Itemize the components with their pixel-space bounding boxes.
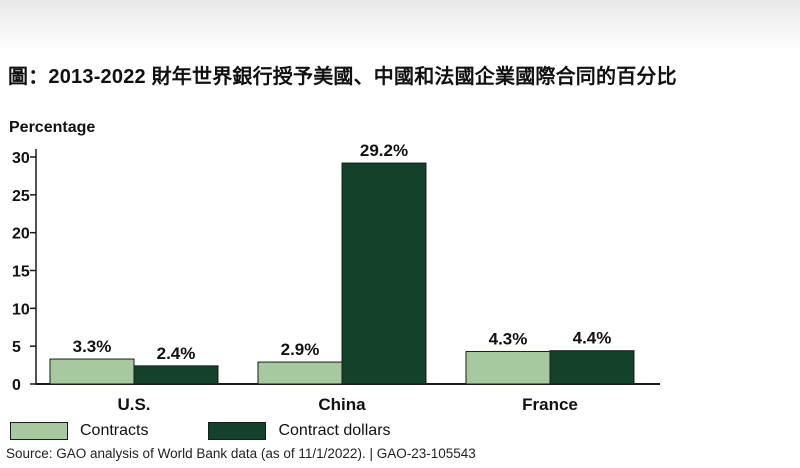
legend-label-contract-dollars: Contract dollars [278, 422, 391, 439]
y-tick-label-6: 30 [12, 150, 30, 167]
y-tick-label-5: 25 [12, 188, 30, 205]
legend: Contracts Contract dollars [10, 420, 451, 442]
legend-label-contracts: Contracts [80, 422, 149, 439]
y-tick-label-2: 10 [12, 301, 30, 318]
bar-contracts-china [257, 361, 343, 385]
data-label-contracts-france: 4.3% [489, 329, 528, 348]
y-tick-label-1: 5 [12, 339, 21, 356]
y-axis-label: Percentage [9, 119, 96, 136]
top-background-band [0, 0, 800, 50]
chart-title: 圖：2013-2022 財年世界銀行授予美國、中國和法國企業國際合同的百分比 [8, 66, 677, 88]
y-tick-label-3: 15 [12, 264, 30, 281]
data-label-contract-dollars-china: 29.2% [360, 141, 408, 160]
data-label-contract-dollars-france: 4.4% [573, 329, 612, 348]
legend-swatch-contracts [10, 422, 68, 440]
data-label-contract-dollars-u-s: 2.4% [157, 344, 196, 363]
x-tick-label-france: France [522, 395, 578, 414]
bar-contract-dollars-u-s [133, 365, 219, 385]
x-tick-label-u-s: U.S. [117, 395, 150, 414]
data-label-contracts-u-s: 3.3% [73, 337, 112, 356]
y-tick-label-0: 0 [12, 377, 21, 394]
data-label-contracts-china: 2.9% [281, 340, 320, 359]
legend-swatch-contract-dollars [208, 422, 267, 440]
source-note: Source: GAO analysis of World Bank data … [6, 446, 476, 461]
bar-contracts-france [465, 350, 551, 385]
bar-contract-dollars-france [549, 350, 635, 385]
y-tick-label-4: 20 [12, 226, 30, 243]
bar-contract-dollars-china [341, 162, 427, 385]
x-tick-label-china: China [318, 395, 366, 414]
bar-contracts-u-s [49, 358, 135, 385]
